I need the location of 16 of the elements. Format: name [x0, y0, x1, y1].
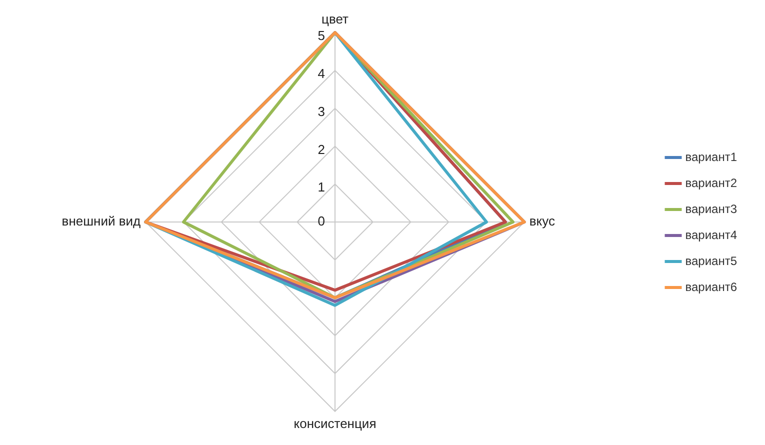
spoke-label: внешний вид — [62, 214, 142, 229]
y-tick-label: 4 — [318, 66, 325, 82]
legend-label: вариант3 — [685, 202, 738, 216]
y-tick-label: 1 — [318, 180, 325, 195]
y-tick-label: 3 — [318, 104, 325, 119]
legend-label: вариант2 — [685, 176, 738, 190]
spoke-label: вкус — [529, 214, 556, 229]
legend-label: вариант6 — [685, 280, 738, 294]
legend-label: вариант1 — [685, 150, 738, 164]
spoke-label: консистенция — [294, 416, 376, 431]
y-tick-label: 2 — [318, 142, 325, 157]
legend-label: вариант4 — [685, 228, 738, 242]
spoke-label: цвет — [322, 11, 349, 26]
y-tick-label: 0 — [318, 214, 325, 229]
y-tick-label: 5 — [318, 28, 325, 44]
legend-label: вариант5 — [685, 254, 738, 268]
